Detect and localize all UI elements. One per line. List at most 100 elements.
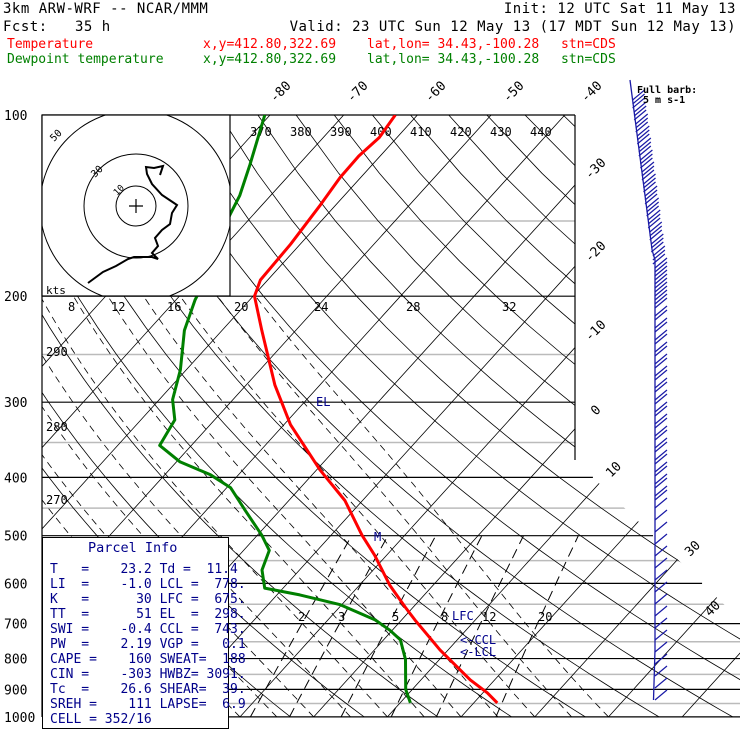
dry-adiabat — [295, 115, 740, 717]
wind-barb — [654, 473, 668, 485]
wind-barb — [654, 341, 668, 353]
temperature-line — [253, 115, 499, 704]
isotherm-label: -30 — [582, 156, 609, 183]
mixing-ratio-line — [435, 535, 524, 717]
dry-adiabat — [42, 115, 439, 717]
wind-barb — [654, 569, 668, 581]
wind-barb — [640, 153, 653, 165]
wind-barb — [644, 185, 658, 197]
theta-label: 430 — [490, 125, 512, 139]
wind-barb — [647, 213, 661, 225]
dry-adiabat — [66, 115, 660, 717]
wind-barb — [654, 653, 668, 665]
wind-barb — [654, 321, 668, 333]
isotherm-label: 0 — [588, 403, 604, 419]
wind-barb — [650, 233, 664, 245]
mixing-ratio-line — [340, 535, 437, 717]
dry-adiabat — [105, 115, 733, 717]
mixing-ratio-line — [390, 535, 483, 717]
wind-barb — [654, 437, 668, 449]
wind-barb — [654, 377, 668, 389]
theta-label: 420 — [450, 125, 472, 139]
wind-barb — [654, 345, 668, 357]
model-title: 3km ARW-WRF -- NCAR/MMM — [3, 1, 209, 17]
pressure-label: 700 — [4, 618, 27, 633]
dry-adiabat — [486, 115, 740, 717]
wind-barb — [633, 109, 647, 121]
wind-barb — [654, 477, 668, 489]
moist-adiabat — [73, 295, 425, 717]
wind-barb — [654, 285, 668, 297]
wind-barb — [654, 641, 668, 653]
valid-time: Valid: 23 UTC Sun 12 May 13 (17 MDT Sun … — [289, 19, 736, 35]
isotherm-line — [386, 115, 740, 717]
isotherm-label: -10 — [582, 318, 609, 345]
wind-barb — [646, 197, 660, 209]
forecast-hour: 35 h — [75, 19, 111, 35]
parcel-row: CIN = -303 HWBZ= 3091. — [50, 667, 246, 682]
isotherm-label: -50 — [500, 79, 527, 106]
isotherm-line — [165, 115, 713, 717]
wind-barb — [654, 357, 668, 369]
wind-barb — [633, 105, 647, 117]
wind-barb — [633, 101, 647, 113]
dry-adiabat — [333, 115, 740, 717]
wind-barb — [654, 269, 668, 281]
wind-barb — [635, 113, 649, 125]
wind-barb — [636, 125, 650, 137]
pressure-label: 100 — [4, 109, 27, 124]
parcel-row: Tc = 26.6 SHEAR= 39. — [50, 682, 246, 697]
wind-barb — [654, 265, 668, 277]
pressure-label: 200 — [4, 290, 27, 305]
mixing-ratio-label: 3 — [338, 610, 345, 624]
wind-barb — [654, 401, 668, 413]
wind-barb — [635, 117, 649, 129]
hodograph-trace — [87, 164, 179, 284]
mixing-ratio-line — [289, 535, 389, 717]
wind-barb — [654, 677, 668, 689]
wind-barb — [640, 149, 653, 161]
init-time: Init: 12 UTC Sat 11 May 13 — [503, 1, 736, 17]
mixing-ratio-label: 20 — [538, 610, 552, 624]
wind-barb — [654, 461, 668, 473]
isotherm-label: 10 — [603, 459, 625, 481]
dry-adiabat — [448, 115, 740, 717]
wind-barb — [654, 293, 668, 305]
pressure-label: 1000 — [4, 711, 35, 726]
el-marker: EL — [316, 395, 330, 409]
isotherm-label: -60 — [422, 79, 449, 106]
mixing-ratio-label: 8 — [68, 300, 75, 314]
wind-barb — [638, 145, 652, 157]
dry-adiabat — [524, 115, 740, 717]
moist-adiabat — [217, 295, 572, 717]
wind-barb — [654, 257, 668, 269]
wind-barb — [644, 193, 658, 205]
lfc-marker: LFC — [452, 609, 474, 623]
wind-barb — [654, 417, 668, 429]
pressure-label: 500 — [4, 530, 27, 545]
isotherm-label: 40 — [702, 598, 724, 620]
wind-barb — [654, 353, 668, 365]
theta-e-label: 280 — [46, 420, 68, 434]
wind-barb — [654, 465, 668, 477]
mixing-ratio-label: 32 — [502, 300, 516, 314]
wind-barb — [654, 557, 668, 569]
dry-adiabat — [562, 115, 740, 717]
mixing-ratio-line — [495, 535, 579, 717]
wind-barb — [649, 225, 663, 237]
wind-barb — [654, 485, 668, 497]
wind-barb — [654, 605, 668, 617]
wind-barb — [646, 205, 660, 217]
wind-barb — [654, 429, 668, 441]
parcel-row: LI = -1.0 LCL = 778. — [50, 577, 246, 592]
wind-barb — [649, 229, 663, 241]
legend-dewpoint-latlon: lat,lon= 34.43,-100.28 — [367, 52, 540, 67]
wind-barb — [654, 381, 668, 393]
mixing-ratio-line — [249, 535, 353, 717]
moist-adiabat — [143, 295, 499, 717]
wind-barb — [644, 189, 658, 201]
parcel-row: T = 23.2 Td = 11.4 — [50, 562, 238, 577]
wind-barb — [643, 177, 656, 189]
wind-barb — [654, 297, 668, 309]
wind-barb — [654, 317, 668, 329]
